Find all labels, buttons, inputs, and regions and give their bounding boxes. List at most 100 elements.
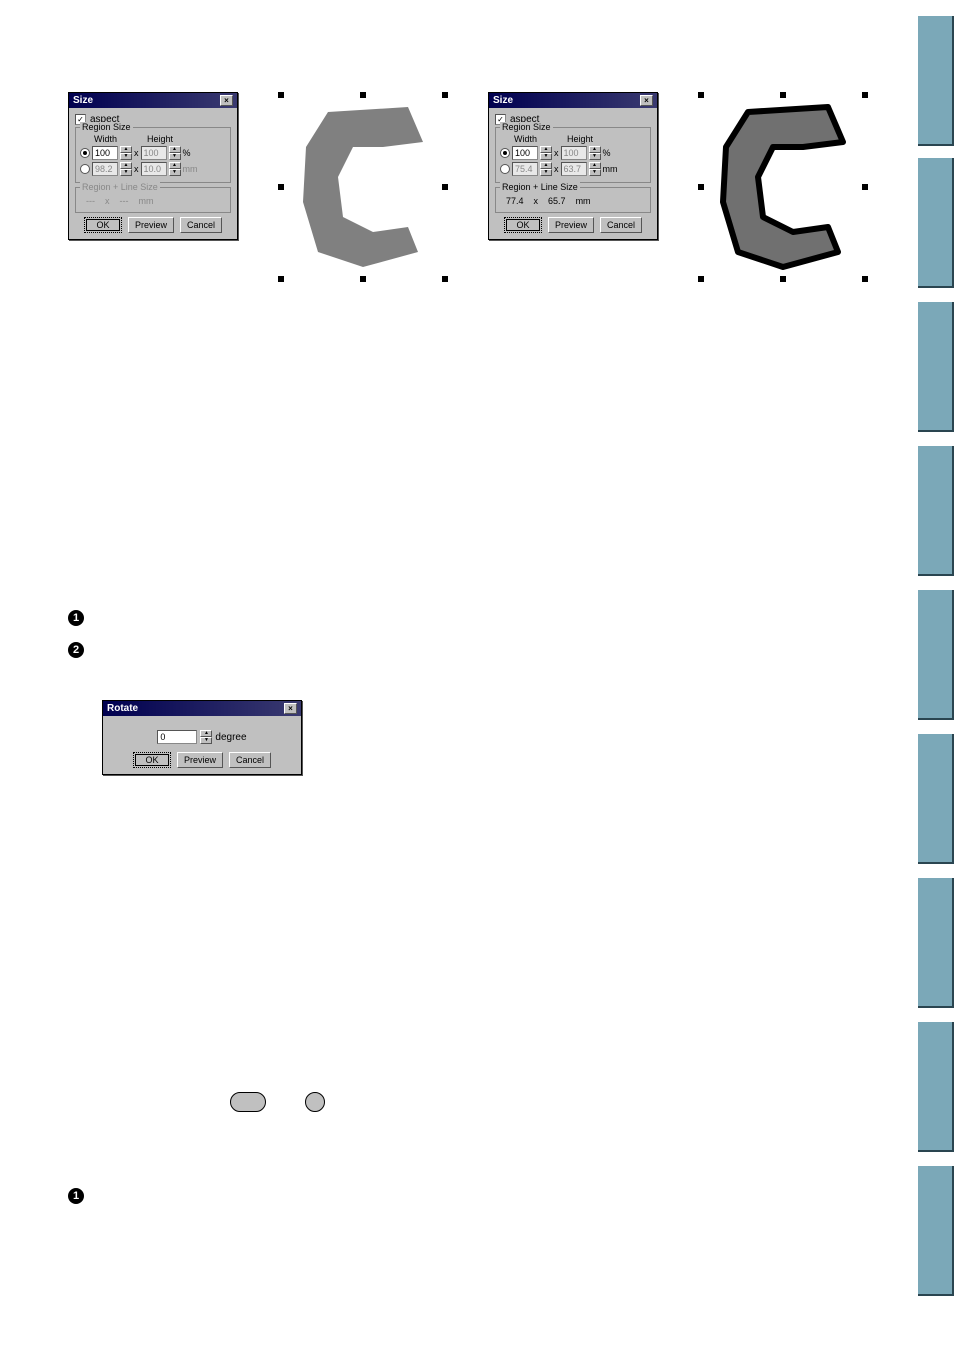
tab[interactable] bbox=[918, 302, 954, 432]
bullet-3: 1 bbox=[68, 1186, 84, 1204]
cancel-button[interactable]: Cancel bbox=[180, 217, 222, 233]
line-width: --- bbox=[86, 196, 95, 206]
group-label: Region + Line Size bbox=[500, 182, 580, 192]
ok-button[interactable]: OK bbox=[84, 217, 122, 233]
spinner[interactable]: ▲▼ bbox=[169, 146, 181, 160]
width-mm-input[interactable]: 75.4 bbox=[512, 162, 538, 176]
titlebar: Rotate × bbox=[103, 701, 301, 716]
resize-handle[interactable] bbox=[780, 276, 786, 282]
mm-radio[interactable] bbox=[500, 164, 510, 174]
group-label: Region Size bbox=[80, 122, 133, 132]
close-icon[interactable]: × bbox=[284, 703, 297, 714]
resize-handle[interactable] bbox=[862, 184, 868, 190]
pill-icon bbox=[230, 1092, 266, 1112]
tab[interactable] bbox=[918, 16, 954, 146]
spinner[interactable]: ▲▼ bbox=[200, 730, 212, 744]
region-size-group: Region Size Width Height 100 ▲▼ x 100 ▲▼… bbox=[75, 127, 231, 183]
line-width: 77.4 bbox=[506, 196, 524, 206]
tab[interactable] bbox=[918, 734, 954, 864]
rotate-dialog: Rotate × 0 ▲▼ degree OK Preview Cancel bbox=[102, 700, 302, 775]
bullet-2: 2 bbox=[68, 640, 84, 658]
resize-handle[interactable] bbox=[278, 184, 284, 190]
percent-unit: % bbox=[603, 148, 611, 158]
resize-handle[interactable] bbox=[698, 92, 704, 98]
resize-handle[interactable] bbox=[442, 276, 448, 282]
tab[interactable] bbox=[918, 878, 954, 1008]
width-label: Width bbox=[94, 134, 117, 144]
group-label: Region Size bbox=[500, 122, 553, 132]
resize-handle[interactable] bbox=[698, 184, 704, 190]
line-height: 65.7 bbox=[548, 196, 566, 206]
degree-label: degree bbox=[215, 732, 246, 743]
line-height: --- bbox=[120, 196, 129, 206]
resize-handle[interactable] bbox=[442, 92, 448, 98]
ok-button[interactable]: OK bbox=[133, 752, 171, 768]
height-label: Height bbox=[147, 134, 173, 144]
resize-handle[interactable] bbox=[698, 276, 704, 282]
close-icon[interactable]: × bbox=[640, 95, 653, 106]
resize-handle[interactable] bbox=[360, 276, 366, 282]
line-size-group: Region + Line Size 77.4 x 65.7 mm bbox=[495, 187, 651, 213]
width-label: Width bbox=[514, 134, 537, 144]
resize-handle[interactable] bbox=[278, 276, 284, 282]
spinner[interactable]: ▲▼ bbox=[540, 146, 552, 160]
line-size-group: Region + Line Size --- x --- mm bbox=[75, 187, 231, 213]
shape-c-path bbox=[723, 107, 843, 267]
shape-preview-2 bbox=[698, 92, 868, 282]
spinner[interactable]: ▲▼ bbox=[589, 162, 601, 176]
group-label: Region + Line Size bbox=[80, 182, 160, 192]
titlebar: Size × bbox=[489, 93, 657, 108]
titlebar: Size × bbox=[69, 93, 237, 108]
mm-unit: mm bbox=[603, 164, 618, 174]
mm-unit: mm bbox=[183, 164, 198, 174]
side-tabs bbox=[918, 0, 954, 1348]
resize-handle[interactable] bbox=[442, 184, 448, 190]
preview-button[interactable]: Preview bbox=[177, 752, 223, 768]
cancel-button[interactable]: Cancel bbox=[229, 752, 271, 768]
height-mm-input[interactable]: 63.7 bbox=[561, 162, 587, 176]
rotate-value-input[interactable]: 0 bbox=[157, 730, 197, 744]
resize-handle[interactable] bbox=[278, 92, 284, 98]
resize-handle[interactable] bbox=[360, 92, 366, 98]
size-dialog-2: Size × ✓ aspect Region Size Width Height bbox=[488, 92, 658, 240]
tab[interactable] bbox=[918, 1022, 954, 1152]
region-size-group: Region Size Width Height 100 ▲▼ x 100 ▲▼… bbox=[495, 127, 651, 183]
size-dialog-1: Size × ✓ aspect Region Size Width Height bbox=[68, 92, 238, 240]
height-label: Height bbox=[567, 134, 593, 144]
spinner[interactable]: ▲▼ bbox=[120, 146, 132, 160]
circle-icon bbox=[305, 1092, 325, 1112]
height-percent-input[interactable]: 100 bbox=[141, 146, 167, 160]
tab[interactable] bbox=[918, 446, 954, 576]
percent-radio[interactable] bbox=[80, 148, 90, 158]
percent-radio[interactable] bbox=[500, 148, 510, 158]
preview-button[interactable]: Preview bbox=[548, 217, 594, 233]
resize-handle[interactable] bbox=[862, 92, 868, 98]
dialog-title: Rotate bbox=[107, 703, 138, 714]
tab[interactable] bbox=[918, 158, 954, 288]
spinner[interactable]: ▲▼ bbox=[589, 146, 601, 160]
height-percent-input[interactable]: 100 bbox=[561, 146, 587, 160]
ok-button[interactable]: OK bbox=[504, 217, 542, 233]
close-icon[interactable]: × bbox=[220, 95, 233, 106]
height-mm-input[interactable]: 10.0 bbox=[141, 162, 167, 176]
percent-unit: % bbox=[183, 148, 191, 158]
resize-handle[interactable] bbox=[862, 276, 868, 282]
tab[interactable] bbox=[918, 590, 954, 720]
tab[interactable] bbox=[918, 1166, 954, 1296]
width-percent-input[interactable]: 100 bbox=[512, 146, 538, 160]
dialog-title: Size bbox=[493, 95, 513, 106]
shape-c-path bbox=[303, 107, 423, 267]
spinner[interactable]: ▲▼ bbox=[169, 162, 181, 176]
mm-radio[interactable] bbox=[80, 164, 90, 174]
dialog-title: Size bbox=[73, 95, 93, 106]
resize-handle[interactable] bbox=[780, 92, 786, 98]
pill-shapes bbox=[230, 1092, 325, 1117]
width-mm-input[interactable]: 98.2 bbox=[92, 162, 118, 176]
spinner[interactable]: ▲▼ bbox=[540, 162, 552, 176]
width-percent-input[interactable]: 100 bbox=[92, 146, 118, 160]
spinner[interactable]: ▲▼ bbox=[120, 162, 132, 176]
bullet-1: 1 bbox=[68, 608, 84, 626]
shape-preview-1 bbox=[278, 92, 448, 282]
cancel-button[interactable]: Cancel bbox=[600, 217, 642, 233]
preview-button[interactable]: Preview bbox=[128, 217, 174, 233]
